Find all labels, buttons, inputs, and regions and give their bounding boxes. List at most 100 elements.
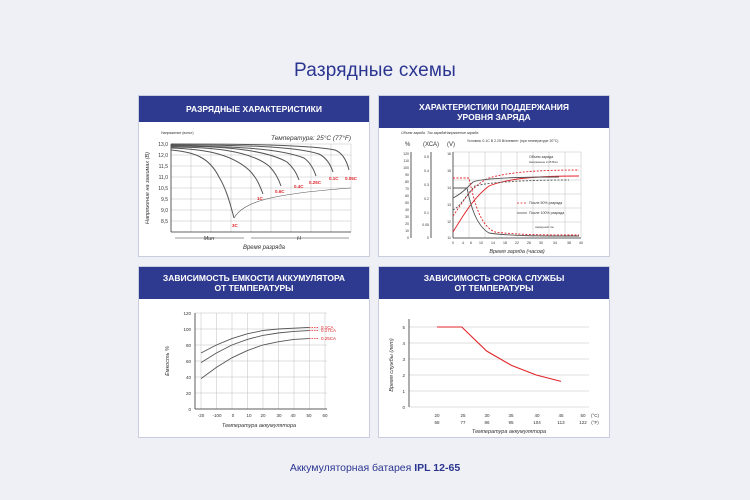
charge-legend-50: После 50% разряда bbox=[529, 201, 562, 205]
label-0.1C: 0.1C bbox=[329, 176, 339, 181]
charge-y1tick: 30 bbox=[405, 215, 409, 219]
charge-legend-volume: Объем заряда bbox=[529, 155, 553, 159]
panel-life: ЗАВИСИМОСТЬ СРОКА СЛУЖБЫ ОТ ТЕМПЕРАТУРЫ 5… bbox=[378, 266, 610, 438]
discharge-ytick: 11,5 bbox=[159, 164, 169, 170]
panel-charge-title-line1: ХАРАКТЕРИСТИКИ ПОДДЕРЖАНИЯ bbox=[419, 102, 569, 112]
capacity-ytick: 80 bbox=[186, 343, 192, 348]
charge-col-header: Напряжение заряда bbox=[445, 131, 478, 135]
charge-xtick: 6 bbox=[470, 241, 472, 245]
charge-xtick: 34 bbox=[553, 241, 557, 245]
capacity-ytick: 120 bbox=[183, 311, 191, 316]
life-ytick: 4 bbox=[402, 341, 405, 346]
life-xtick-c: 45 bbox=[558, 413, 564, 418]
discharge-chart: Температура: 25°С (77°F) Напряжение (вол… bbox=[145, 131, 358, 251]
life-grid bbox=[409, 326, 589, 408]
charge-unit-pct: % bbox=[405, 142, 411, 148]
capacity-xtick: 40 bbox=[290, 413, 296, 418]
charge-y2tick: 0.1 bbox=[424, 211, 429, 215]
charge-legend-sub: Напряжение 2.25 В/эл bbox=[529, 160, 558, 164]
panel-capacity: ЗАВИСИМОСТЬ ЕМКОСТИ АККУМУЛЯТОРА ОТ ТЕМПЕ… bbox=[138, 266, 370, 438]
capacity-ytick: 60 bbox=[186, 359, 192, 364]
charge-col-header: Объем заряда bbox=[401, 131, 425, 135]
life-chart: 5 4 3 2 1 0 20 25 30 35 40 45 50 68 77 8… bbox=[389, 319, 600, 435]
curve-0.05C bbox=[170, 143, 350, 171]
capacity-xtick: 20 bbox=[260, 413, 266, 418]
charge-xlabel: Время заряда (часов) bbox=[489, 249, 544, 255]
capacity-xtick: -20 bbox=[198, 413, 205, 418]
capacity-series-label: 0.1CA bbox=[321, 325, 334, 330]
discharge-ytick: 9,5 bbox=[161, 197, 168, 203]
life-xtick-c: 35 bbox=[508, 413, 514, 418]
capacity-ytick: 100 bbox=[183, 327, 191, 332]
life-ytick: 1 bbox=[402, 389, 405, 394]
charge-y3tick: 16 bbox=[447, 152, 451, 156]
life-xunit-f: (°F) bbox=[591, 420, 599, 425]
capacity-series-label: 0.25CA bbox=[321, 336, 336, 341]
panel-capacity-title: ЗАВИСИМОСТЬ ЕМКОСТИ АККУМУЛЯТОРА ОТ ТЕМПЕ… bbox=[139, 267, 369, 299]
charge-xtick: 38 bbox=[567, 241, 571, 245]
charge-xtick: 14 bbox=[491, 241, 495, 245]
charge-legend-current: зарядный ток bbox=[535, 225, 554, 229]
label-1C: 1C bbox=[257, 196, 264, 201]
life-xtick-c: 40 bbox=[534, 413, 540, 418]
charge-xtick: 4 bbox=[462, 241, 464, 245]
discharge-xlabel: Время разряда bbox=[243, 245, 286, 251]
charge-xtick: 40 bbox=[579, 241, 583, 245]
panel-life-title-line1: ЗАВИСИМОСТЬ СРОКА СЛУЖБЫ bbox=[423, 273, 565, 283]
capacity-ylabel: Емкость % bbox=[165, 346, 171, 376]
life-xtick-f: 113 bbox=[557, 420, 565, 425]
charge-y3tick: 12 bbox=[447, 220, 451, 224]
life-xtick-c: 25 bbox=[460, 413, 466, 418]
label-0.05C: 0.05C bbox=[345, 176, 358, 181]
panel-discharge: РАЗРЯДНЫЕ ХАРАКТЕРИСТИКИ Температура: 25… bbox=[138, 95, 370, 257]
panel-charge: ХАРАКТЕРИСТИКИ ПОДДЕРЖАНИЯ УРОВНЯ ЗАРЯДА … bbox=[378, 95, 610, 257]
charge-y1tick: 100 bbox=[403, 166, 409, 170]
capacity-ytick: 40 bbox=[186, 375, 192, 380]
footer-prefix: Аккумуляторная батарея bbox=[289, 462, 415, 474]
capacity-xtick: 60 bbox=[322, 413, 328, 418]
curve-0.1C bbox=[170, 144, 334, 173]
charge-y2tick: 0 bbox=[427, 236, 429, 240]
charge-note: Условия: 0.1С В 2.25 В/элемент (при темп… bbox=[467, 139, 558, 143]
charge-y1tick: 20 bbox=[405, 222, 409, 226]
charge-legend-100: После 100% разряда bbox=[529, 211, 564, 215]
charge-volume-100 bbox=[452, 175, 580, 233]
life-xtick-f: 104 bbox=[533, 420, 541, 425]
life-xtick-c: 50 bbox=[580, 413, 586, 418]
panel-life-title-line2: ОТ ТЕМПЕРАТУРЫ bbox=[454, 283, 534, 293]
charge-y1tick: 0 bbox=[407, 236, 409, 240]
capacity-series-label: 0.17CA bbox=[321, 328, 336, 333]
discharge-unit-hour: Н bbox=[297, 236, 301, 242]
capacity-ytick: 20 bbox=[186, 391, 192, 396]
charge-y3tick: 13 bbox=[447, 203, 451, 207]
charge-y2tick: 0.3 bbox=[424, 183, 429, 187]
charge-unit-xca: (ХСА) bbox=[423, 142, 439, 148]
charge-y2tick: 0.5 bbox=[424, 155, 429, 159]
charge-col-header: Ток заряда bbox=[427, 131, 445, 135]
panel-life-title: ЗАВИСИМОСТЬ СРОКА СЛУЖБЫ ОТ ТЕМПЕРАТУРЫ bbox=[379, 267, 609, 299]
panel-capacity-title-line2: ОТ ТЕМПЕРАТУРЫ bbox=[214, 283, 294, 293]
charge-xtick: 30 bbox=[539, 241, 543, 245]
charge-y2tick: 0.05 bbox=[422, 223, 429, 227]
charge-y1tick: 90 bbox=[405, 173, 409, 177]
charge-y3tick: 15 bbox=[447, 169, 451, 173]
life-xtick-f: 77 bbox=[460, 420, 466, 425]
curve-0.25C bbox=[170, 145, 317, 177]
charge-voltage-100 bbox=[452, 179, 570, 211]
charge-y2tick: 0.2 bbox=[424, 197, 429, 201]
curve-1C bbox=[170, 147, 264, 195]
charge-y1tick: 110 bbox=[403, 159, 409, 163]
charge-chart: Объем заряда Ток заряда Напряжение заряд… bbox=[401, 131, 583, 255]
charge-volume-50 bbox=[452, 169, 580, 217]
capacity-xtick: -100 bbox=[212, 413, 222, 418]
life-xlabel: Температура аккумулятора bbox=[472, 429, 546, 435]
capacity-series-0.17CA bbox=[200, 330, 310, 363]
charge-y3tick: 11 bbox=[447, 236, 451, 240]
charge-y3tick: 14 bbox=[447, 186, 451, 190]
capacity-xtick: 30 bbox=[276, 413, 282, 418]
capacity-series-0.25CA bbox=[200, 338, 310, 379]
life-xtick-c: 20 bbox=[434, 413, 440, 418]
charge-y1tick: 120 bbox=[403, 152, 409, 156]
capacity-xtick: 0 bbox=[232, 413, 235, 418]
charge-y1tick: 60 bbox=[405, 194, 409, 198]
